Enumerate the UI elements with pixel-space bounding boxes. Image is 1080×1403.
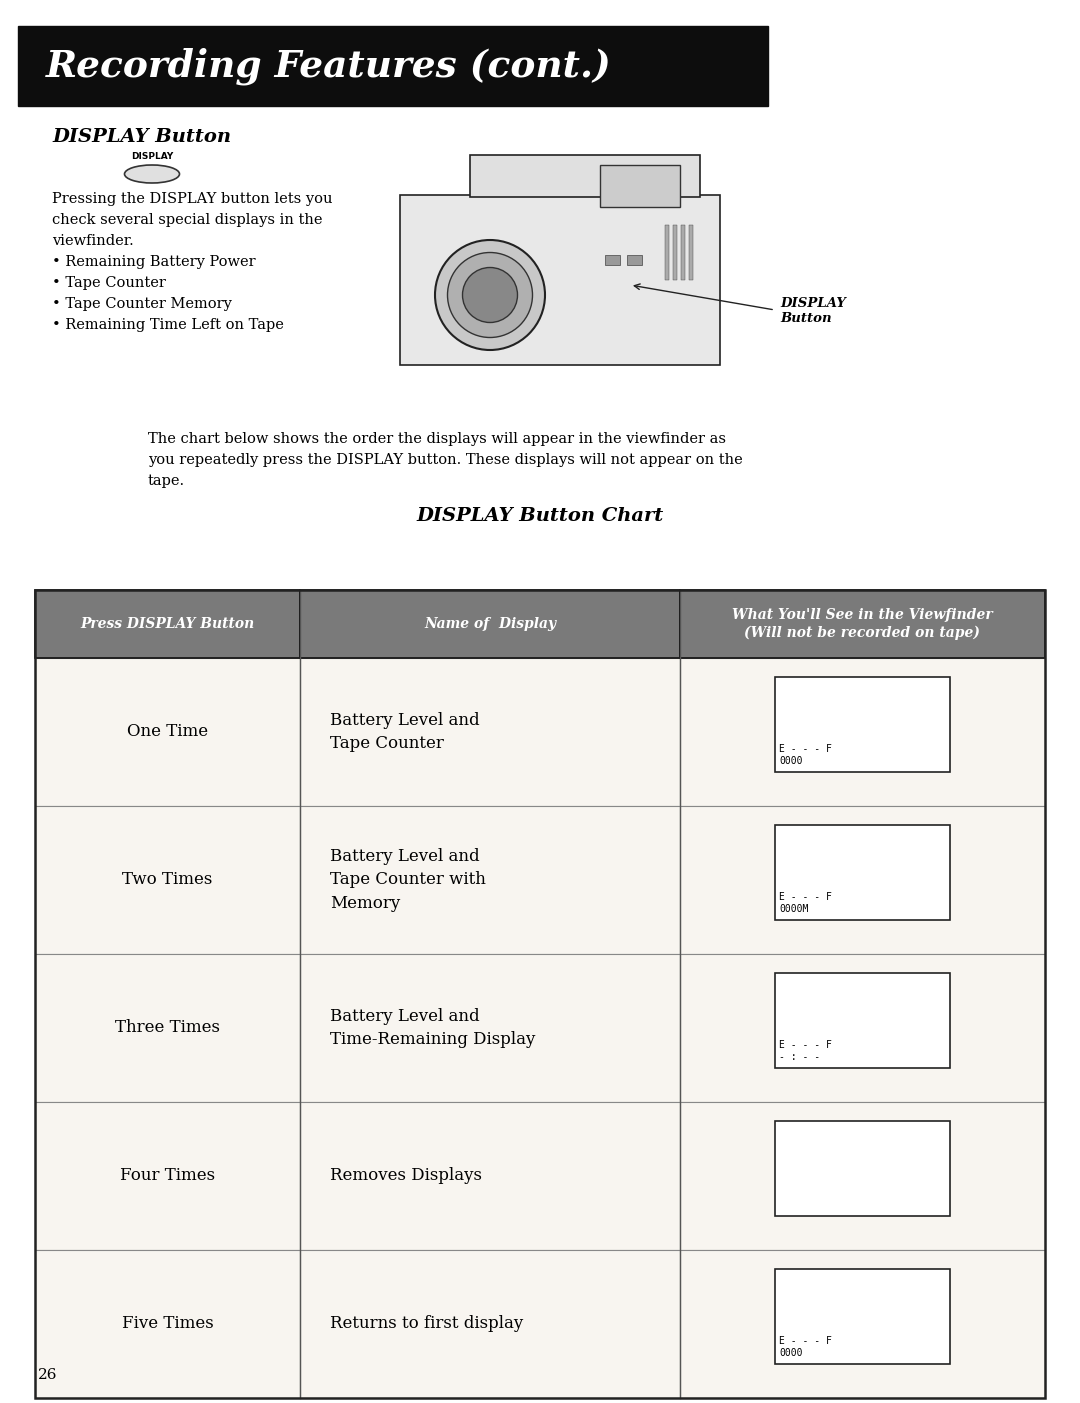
Text: Five Times: Five Times <box>122 1316 214 1333</box>
Bar <box>35 658 300 805</box>
Bar <box>35 591 1045 1397</box>
Bar <box>300 805 680 954</box>
Text: DISPLAY Button Chart: DISPLAY Button Chart <box>417 506 663 525</box>
Bar <box>681 224 685 281</box>
Text: Recording Features (cont.): Recording Features (cont.) <box>46 48 611 84</box>
Bar <box>680 1101 1045 1250</box>
Text: • Tape Counter Memory: • Tape Counter Memory <box>52 297 232 311</box>
Text: Two Times: Two Times <box>122 871 213 888</box>
Bar <box>300 1250 680 1397</box>
Bar <box>35 1250 300 1397</box>
Bar <box>680 805 1045 954</box>
Bar <box>680 954 1045 1101</box>
Text: What You'll See in the Viewfinder
(Will not be recorded on tape): What You'll See in the Viewfinder (Will … <box>732 607 993 641</box>
Text: Battery Level and
Tape Counter: Battery Level and Tape Counter <box>330 711 480 752</box>
Text: Pressing the DISPLAY button lets you: Pressing the DISPLAY button lets you <box>52 192 333 206</box>
Bar <box>775 676 950 772</box>
Bar <box>673 224 677 281</box>
Bar <box>680 591 1045 658</box>
Text: DISPLAY Button: DISPLAY Button <box>52 128 231 146</box>
Text: E - - - F
- : - -: E - - - F - : - - <box>779 1040 832 1062</box>
Text: you repeatedly press the DISPLAY button. These displays will not appear on the: you repeatedly press the DISPLAY button.… <box>148 453 743 467</box>
Ellipse shape <box>462 268 517 323</box>
Text: Battery Level and
Time-Remaining Display: Battery Level and Time-Remaining Display <box>330 1007 536 1048</box>
Bar <box>680 1250 1045 1397</box>
Bar <box>18 27 768 107</box>
Bar <box>689 224 693 281</box>
Bar <box>35 805 300 954</box>
Text: Four Times: Four Times <box>120 1167 215 1184</box>
Bar <box>680 658 1045 805</box>
Text: Returns to first display: Returns to first display <box>330 1316 523 1333</box>
Text: Three Times: Three Times <box>114 1020 220 1037</box>
Bar <box>300 658 680 805</box>
Text: DISPLAY: DISPLAY <box>131 152 173 161</box>
Bar <box>35 954 300 1101</box>
Bar <box>627 255 642 265</box>
Bar <box>775 1121 950 1215</box>
Text: E - - - F
0000: E - - - F 0000 <box>779 1336 832 1358</box>
Bar <box>605 255 620 265</box>
Polygon shape <box>400 195 720 365</box>
Text: check several special displays in the: check several special displays in the <box>52 213 323 227</box>
Bar <box>665 224 669 281</box>
Ellipse shape <box>124 166 179 182</box>
Text: • Remaining Time Left on Tape: • Remaining Time Left on Tape <box>52 318 284 333</box>
Text: Removes Displays: Removes Displays <box>330 1167 482 1184</box>
Text: • Tape Counter: • Tape Counter <box>52 276 166 290</box>
Text: Press DISPLAY Button: Press DISPLAY Button <box>80 617 255 631</box>
Text: • Remaining Battery Power: • Remaining Battery Power <box>52 255 256 269</box>
Text: DISPLAY
Button: DISPLAY Button <box>780 297 846 325</box>
Text: The chart below shows the order the displays will appear in the viewfinder as: The chart below shows the order the disp… <box>148 432 726 446</box>
Bar <box>300 591 680 658</box>
Polygon shape <box>470 154 700 196</box>
Bar <box>300 1101 680 1250</box>
Text: Battery Level and
Tape Counter with
Memory: Battery Level and Tape Counter with Memo… <box>330 847 486 912</box>
Text: E - - - F
0000M: E - - - F 0000M <box>779 892 832 915</box>
Text: Name of  Display: Name of Display <box>424 617 556 631</box>
Bar <box>775 972 950 1068</box>
Text: viewfinder.: viewfinder. <box>52 234 134 248</box>
Text: tape.: tape. <box>148 474 185 488</box>
Bar <box>300 954 680 1101</box>
Text: E - - - F
0000: E - - - F 0000 <box>779 744 832 766</box>
Bar <box>35 591 300 658</box>
Text: 26: 26 <box>38 1368 57 1382</box>
Bar <box>600 166 680 208</box>
Bar <box>775 825 950 919</box>
Bar <box>35 1101 300 1250</box>
Ellipse shape <box>447 253 532 338</box>
Ellipse shape <box>435 240 545 349</box>
Bar <box>775 1268 950 1364</box>
Text: One Time: One Time <box>127 724 208 741</box>
